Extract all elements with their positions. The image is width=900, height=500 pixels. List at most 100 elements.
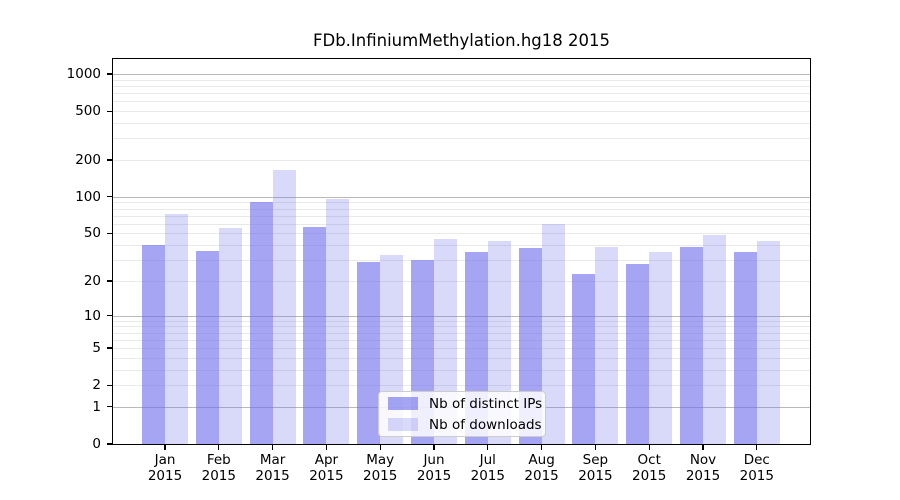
bar-downloads-3	[272, 170, 296, 444]
x-tick-label: Oct 2015	[632, 452, 667, 484]
chart-title: FDb.InfiniumMethylation.hg18 2015	[313, 31, 610, 50]
x-tick-mark	[379, 444, 381, 450]
x-axis: Jan 2015 Feb 2015 Mar 2015 Apr 2015 May 2015 Jun 20…	[113, 444, 810, 500]
x-tick-label: May 2015	[363, 452, 398, 484]
y-tick-mark	[107, 443, 113, 445]
minor-gridline	[113, 233, 810, 235]
minor-gridline	[113, 357, 810, 359]
x-tick-mark	[541, 444, 543, 450]
y-tick-mark	[107, 347, 113, 349]
y-tick-label: 1	[92, 398, 101, 415]
x-tick-mark	[433, 444, 435, 450]
bar-ips-4	[303, 226, 327, 444]
minor-gridline	[113, 215, 810, 217]
x-tick-label: Dec 2015	[739, 452, 774, 484]
minor-gridline	[113, 208, 810, 210]
x-tick-label: Nov 2015	[685, 452, 721, 484]
legend: Nb of distinct IPs Nb of downloads	[378, 391, 546, 437]
minor-gridline	[113, 86, 810, 87]
y-axis: 0 1 2 5 10 20 50 100 200 500 1000	[0, 59, 113, 452]
y-tick-label: 0	[92, 436, 101, 452]
y-tick-mark	[107, 196, 113, 198]
minor-gridline	[113, 123, 810, 124]
legend-label-distinct-ips: Nb of distinct IPs	[429, 395, 543, 412]
minor-gridline	[113, 138, 810, 140]
minor-gridline	[113, 339, 810, 341]
plot-area: Nb of distinct IPs Nb of downloads	[112, 58, 811, 445]
x-tick-label: Jan 2015	[147, 452, 183, 484]
major-gridline	[113, 315, 810, 317]
minor-gridline	[113, 320, 810, 322]
y-tick-label: 1000	[66, 66, 101, 82]
x-tick-mark	[756, 444, 758, 450]
bar-ips-3	[249, 202, 273, 444]
x-tick-label: Jul 2015	[470, 452, 505, 484]
bar-downloads-4	[326, 198, 350, 444]
x-tick-mark	[272, 444, 274, 450]
x-tick-mark	[594, 444, 596, 450]
minor-gridline	[113, 93, 810, 95]
minor-gridline	[113, 281, 810, 282]
major-gridline	[113, 196, 810, 198]
y-tick-label: 2	[92, 377, 101, 394]
legend-row-downloads: Nb of downloads	[388, 416, 542, 433]
bar-downloads-10	[649, 252, 673, 444]
x-tick-label: Feb 2015	[201, 452, 236, 484]
x-tick-mark	[487, 444, 489, 450]
legend-swatch-downloads	[388, 418, 418, 431]
minor-gridline	[113, 79, 810, 81]
minor-gridline	[113, 385, 810, 387]
bar-downloads-8	[541, 223, 565, 444]
y-tick-label: 20	[83, 273, 101, 289]
y-tick-mark	[107, 159, 113, 161]
x-tick-mark	[325, 444, 327, 450]
bar-downloads-12	[756, 241, 780, 444]
bar-downloads-9	[595, 246, 619, 444]
minor-gridline	[113, 101, 810, 103]
x-tick-mark	[648, 444, 650, 450]
bar-downloads-1	[165, 213, 188, 444]
y-tick-mark	[107, 315, 113, 317]
bar-ips-1	[142, 245, 165, 444]
bar-ips-9	[572, 273, 596, 444]
legend-swatch-distinct-ips	[388, 397, 418, 410]
x-tick-label: Apr 2015	[309, 452, 344, 484]
bar-ips-10	[626, 263, 650, 444]
x-tick-label: Jun 2015	[416, 452, 452, 484]
y-tick-label: 100	[75, 188, 101, 205]
x-tick-label: Mar 2015	[255, 452, 290, 484]
minor-gridline	[113, 245, 810, 247]
minor-gridline	[113, 348, 810, 349]
bar-ips-2	[195, 250, 219, 444]
major-gridline	[113, 74, 810, 75]
x-tick-label: Aug 2015	[524, 452, 559, 484]
y-tick-mark	[107, 406, 113, 408]
minor-gridline	[113, 369, 810, 371]
minor-gridline	[113, 332, 810, 334]
y-tick-mark	[107, 280, 113, 282]
minor-gridline	[113, 202, 810, 204]
y-tick-label: 10	[83, 307, 101, 324]
y-tick-label: 50	[83, 225, 101, 242]
legend-row-distinct-ips: Nb of distinct IPs	[388, 395, 542, 412]
bar-ips-11	[680, 246, 703, 444]
y-tick-mark	[107, 110, 113, 112]
bar-downloads-11	[703, 234, 726, 444]
x-tick-label: Sep 2015	[578, 452, 613, 484]
x-tick-mark	[702, 444, 704, 450]
minor-gridline	[113, 260, 810, 262]
minor-gridline	[113, 111, 810, 113]
y-tick-label: 500	[75, 103, 101, 120]
y-tick-mark	[107, 73, 113, 75]
y-tick-mark	[107, 232, 113, 234]
y-tick-label: 200	[75, 152, 101, 168]
bar-ips-5	[357, 261, 381, 444]
y-tick-mark	[107, 384, 113, 386]
y-tick-label: 5	[92, 340, 101, 356]
minor-gridline	[113, 223, 810, 225]
minor-gridline	[113, 160, 810, 161]
legend-label-downloads: Nb of downloads	[429, 416, 542, 433]
bar-ips-12	[733, 252, 757, 444]
x-tick-mark	[218, 444, 220, 450]
